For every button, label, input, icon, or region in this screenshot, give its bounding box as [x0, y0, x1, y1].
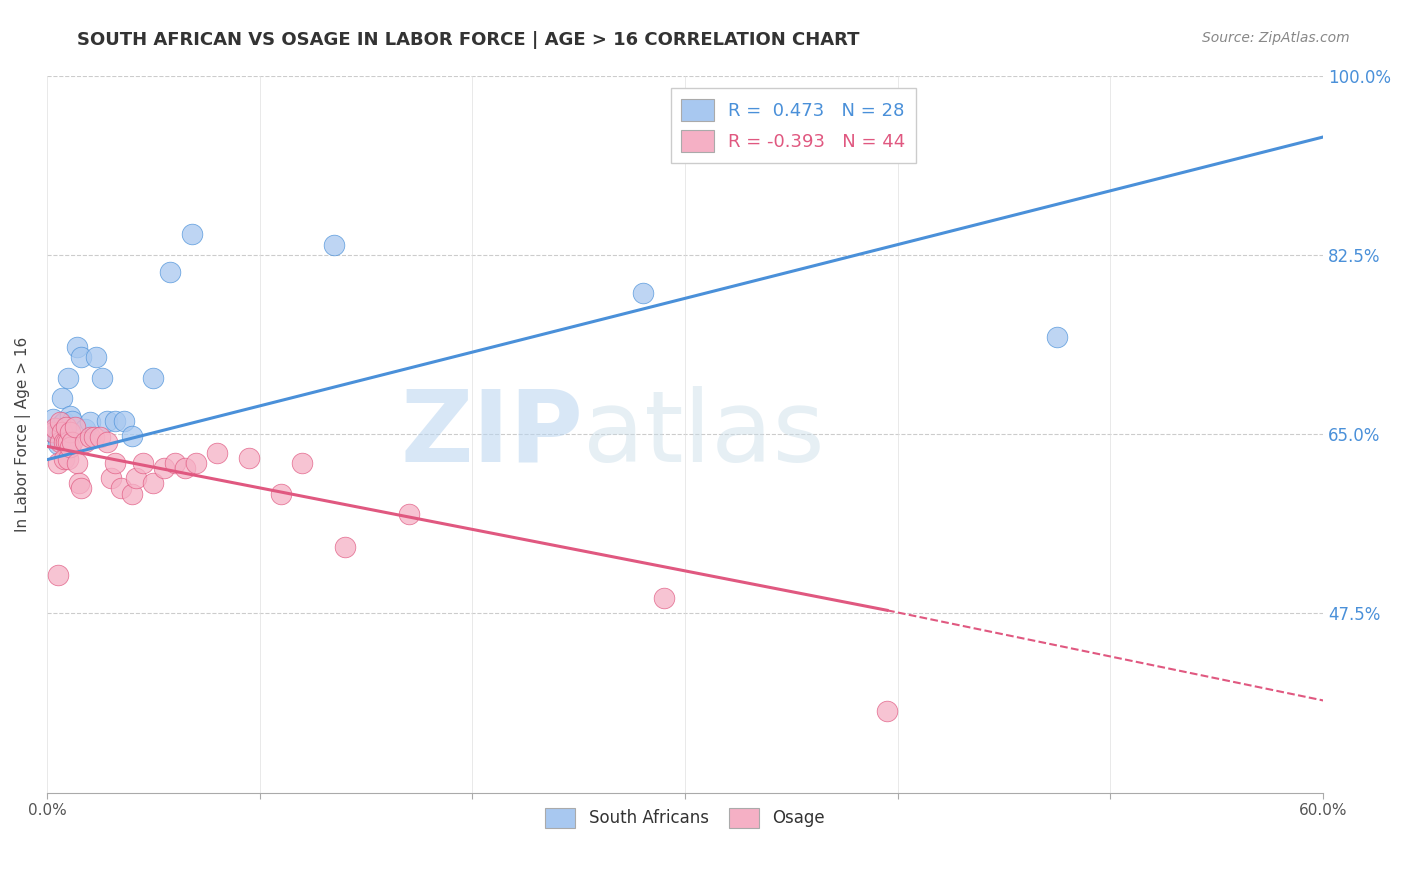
Point: [184, 456, 207, 470]
Point: [55, 420, 77, 434]
Point: [53, 415, 76, 429]
Point: [59, 409, 82, 423]
Point: [46, 456, 69, 470]
Point: [121, 486, 143, 500]
Point: [48, 422, 70, 436]
Point: [631, 285, 654, 300]
Legend: South Africans, Osage: South Africans, Osage: [538, 801, 831, 835]
Point: [67, 476, 90, 491]
Point: [48, 435, 70, 450]
Point: [70, 482, 93, 496]
Point: [131, 456, 153, 470]
Point: [59, 441, 82, 455]
Point: [51, 425, 73, 439]
Point: [44, 427, 66, 442]
Point: [96, 435, 118, 450]
Point: [89, 430, 111, 444]
Point: [142, 476, 165, 491]
Point: [238, 450, 260, 465]
Point: [84, 351, 107, 365]
Point: [291, 456, 314, 470]
Point: [48, 415, 70, 429]
Point: [159, 265, 181, 279]
Point: [652, 591, 675, 605]
Point: [153, 461, 176, 475]
Text: ZIP: ZIP: [401, 385, 583, 483]
Point: [79, 430, 101, 444]
Point: [79, 415, 101, 429]
Point: [66, 456, 89, 470]
Point: [323, 237, 346, 252]
Point: [104, 456, 127, 470]
Text: Source: ZipAtlas.com: Source: ZipAtlas.com: [1202, 31, 1350, 45]
Point: [53, 451, 76, 466]
Point: [63, 420, 86, 434]
Point: [51, 391, 73, 405]
Point: [180, 227, 202, 242]
Point: [96, 414, 118, 428]
Point: [1046, 330, 1069, 344]
Point: [876, 704, 898, 718]
Point: [163, 456, 186, 470]
Text: SOUTH AFRICAN VS OSAGE IN LABOR FORCE | AGE > 16 CORRELATION CHART: SOUTH AFRICAN VS OSAGE IN LABOR FORCE | …: [77, 31, 860, 49]
Point: [62, 435, 84, 450]
Y-axis label: In Labor Force | Age > 16: In Labor Force | Age > 16: [15, 336, 31, 532]
Point: [53, 435, 76, 450]
Point: [46, 437, 69, 451]
Point: [270, 486, 292, 500]
Point: [55, 435, 77, 450]
Point: [75, 422, 97, 436]
Point: [110, 482, 132, 496]
Text: atlas: atlas: [583, 385, 824, 483]
Point: [55, 435, 77, 450]
Point: [66, 340, 89, 354]
Point: [83, 430, 105, 444]
Point: [58, 435, 80, 450]
Point: [42, 425, 65, 439]
Point: [125, 471, 148, 485]
Point: [91, 370, 114, 384]
Point: [112, 414, 135, 428]
Point: [174, 461, 197, 475]
Point: [42, 411, 65, 425]
Point: [333, 540, 356, 554]
Point: [398, 507, 420, 521]
Point: [70, 351, 93, 365]
Point: [58, 370, 80, 384]
Point: [62, 414, 84, 428]
Point: [75, 435, 97, 450]
Point: [100, 471, 122, 485]
Point: [58, 451, 80, 466]
Point: [51, 417, 73, 431]
Point: [46, 568, 69, 582]
Point: [142, 370, 165, 384]
Point: [44, 421, 66, 435]
Point: [59, 425, 82, 439]
Point: [121, 429, 143, 443]
Point: [46, 432, 69, 446]
Point: [104, 414, 127, 428]
Point: [205, 445, 228, 459]
